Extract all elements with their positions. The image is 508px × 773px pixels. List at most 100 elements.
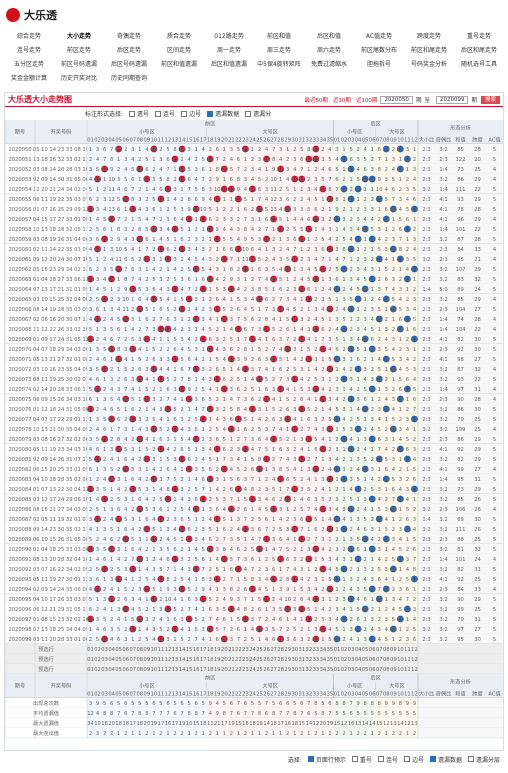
nav-link[interactable]: 大小走势 bbox=[66, 33, 91, 40]
omission-value: 1 bbox=[159, 207, 162, 213]
hit-number: 02 bbox=[340, 437, 348, 443]
checkbox[interactable] bbox=[129, 110, 136, 117]
nav-link[interactable]: 周三走势 bbox=[266, 47, 291, 54]
omission-value: 2 bbox=[364, 487, 367, 493]
cell-bg bbox=[326, 174, 334, 184]
nav-link[interactable]: 跨度走势 bbox=[416, 33, 441, 40]
checkbox[interactable] bbox=[245, 110, 252, 117]
cell-bg bbox=[312, 264, 320, 274]
hit-ball bbox=[249, 255, 256, 263]
nav-link[interactable]: 前区尾数分布 bbox=[360, 47, 397, 54]
nav-link[interactable]: 中5保4旋转矩阵 bbox=[257, 61, 301, 68]
analysis-value: 106 bbox=[456, 507, 466, 513]
option[interactable]: 连号 bbox=[155, 109, 175, 118]
checkbox[interactable] bbox=[207, 110, 214, 117]
nav-link[interactable]: 胆拖拆号 bbox=[366, 61, 391, 68]
omission-value: 1 bbox=[272, 447, 275, 453]
search-button[interactable]: 搜索 bbox=[480, 95, 500, 104]
cell-bg bbox=[220, 294, 228, 304]
nav-link[interactable]: 综合走势 bbox=[16, 33, 41, 40]
hit-number: 14 bbox=[178, 177, 186, 183]
omission-value: 4 bbox=[342, 307, 346, 313]
omission-value: 5 bbox=[117, 407, 120, 413]
end-input[interactable]: 2020099 bbox=[435, 95, 469, 104]
nav-link[interactable]: 号码奖金分析 bbox=[410, 61, 447, 68]
option[interactable]: 遗漏数据 bbox=[207, 109, 239, 118]
nav-link[interactable]: 周六走势 bbox=[316, 47, 341, 54]
nav-link[interactable]: 随机选号工具 bbox=[460, 61, 497, 68]
option[interactable]: 边号 bbox=[181, 109, 201, 118]
hit-number: 33 bbox=[312, 467, 320, 473]
nav-link[interactable]: 后区号码遗漏 bbox=[110, 61, 147, 68]
checkbox[interactable] bbox=[181, 110, 188, 117]
omission-value: 3 bbox=[138, 417, 141, 423]
nav-link[interactable]: 奇偶走势 bbox=[116, 33, 141, 40]
recent-link[interactable]: 近30期 bbox=[332, 97, 351, 104]
nav-link[interactable]: 质合走势 bbox=[166, 33, 191, 40]
nav-link[interactable]: 前区和值遗漏 bbox=[160, 61, 197, 68]
omission-value: 5 bbox=[145, 577, 148, 583]
nav-link[interactable]: 后区和值 bbox=[316, 33, 341, 40]
omission-value: 2 bbox=[371, 297, 374, 303]
recent-link[interactable]: 最近50期 bbox=[304, 97, 328, 104]
draw-numbers: 01 07 13 22 30 04 12 bbox=[33, 487, 89, 493]
recent-link[interactable]: 近100期 bbox=[355, 97, 378, 104]
cell-bg bbox=[368, 284, 376, 294]
omission-value: 5 bbox=[209, 207, 212, 213]
nav-link[interactable]: 012路走势 bbox=[214, 33, 244, 40]
omission-value: 4 bbox=[293, 217, 297, 223]
nav-link[interactable]: 奖金金额计算 bbox=[10, 75, 47, 82]
option[interactable]: 遗漏分 bbox=[245, 109, 271, 118]
draw-numbers: 03 10 15 25 32 04 08 bbox=[33, 297, 89, 303]
omission-value: 3 bbox=[349, 337, 352, 343]
checkbox[interactable] bbox=[155, 110, 162, 117]
hit-ball bbox=[213, 195, 221, 203]
hit-number: 07 bbox=[376, 517, 384, 523]
omission-value: 3 bbox=[216, 227, 219, 233]
omission-value: 1 bbox=[173, 567, 176, 573]
nav-link[interactable]: 后区走势 bbox=[116, 47, 141, 54]
omission-value: 2 bbox=[349, 327, 352, 333]
hit-number: 08 bbox=[383, 357, 391, 363]
start-input[interactable]: 2020050 bbox=[380, 95, 413, 104]
nav-link[interactable]: 历史开奖对比 bbox=[60, 75, 97, 82]
omission-value: 3 bbox=[124, 567, 127, 573]
nav-link[interactable]: 连号走势 bbox=[16, 47, 41, 54]
column-label: 01 bbox=[334, 138, 341, 144]
omission-value: 6 bbox=[209, 467, 212, 473]
option[interactable]: 遗号 bbox=[129, 109, 149, 118]
omission-value: 7 bbox=[293, 247, 296, 253]
cell-bg bbox=[185, 184, 193, 194]
hit-number: 35 bbox=[326, 527, 334, 533]
draw-numbers: 02 09 14 30 31 05 06 bbox=[33, 177, 89, 183]
cell-bg bbox=[375, 184, 383, 194]
cell-bg bbox=[248, 234, 257, 244]
omission-value: 6 bbox=[180, 367, 183, 373]
nav-link[interactable]: 五分区走势 bbox=[13, 61, 44, 68]
hit-number: 03 bbox=[101, 367, 109, 373]
omission-value: 1 bbox=[216, 317, 219, 323]
omission-value: 2 bbox=[138, 527, 141, 533]
omission-value: 5 bbox=[364, 457, 367, 463]
cell-bg bbox=[241, 254, 249, 264]
nav-link[interactable]: 免费过滤缩水 bbox=[310, 61, 347, 68]
analysis-value: 29 bbox=[474, 197, 481, 203]
nav-link[interactable]: 历史同期查询 bbox=[110, 75, 147, 82]
nav-link[interactable]: 前区和尾走势 bbox=[410, 47, 447, 54]
nav-link[interactable]: 周一走势 bbox=[216, 47, 241, 54]
nav-link[interactable]: 区间走势 bbox=[166, 47, 191, 54]
omission-value: 4 bbox=[314, 257, 318, 263]
nav-link[interactable]: 前区和值 bbox=[266, 33, 291, 40]
nav-link[interactable]: 重号走势 bbox=[466, 33, 491, 40]
nav-link[interactable]: 前区走势 bbox=[66, 47, 91, 54]
nav-link[interactable]: 后区和尾走势 bbox=[460, 47, 497, 54]
omission-value: 5 bbox=[145, 307, 148, 313]
cell-bg bbox=[227, 164, 235, 174]
cell-bg bbox=[178, 194, 186, 204]
omission-value: 3 bbox=[364, 437, 367, 443]
cell-bg bbox=[178, 284, 186, 294]
nav-link[interactable]: AC值走势 bbox=[365, 33, 393, 40]
nav-link[interactable]: 后区和值遗漏 bbox=[210, 61, 247, 68]
omission-value: 6 bbox=[117, 207, 120, 213]
nav-link[interactable]: 前区号码遗漏 bbox=[60, 61, 97, 68]
